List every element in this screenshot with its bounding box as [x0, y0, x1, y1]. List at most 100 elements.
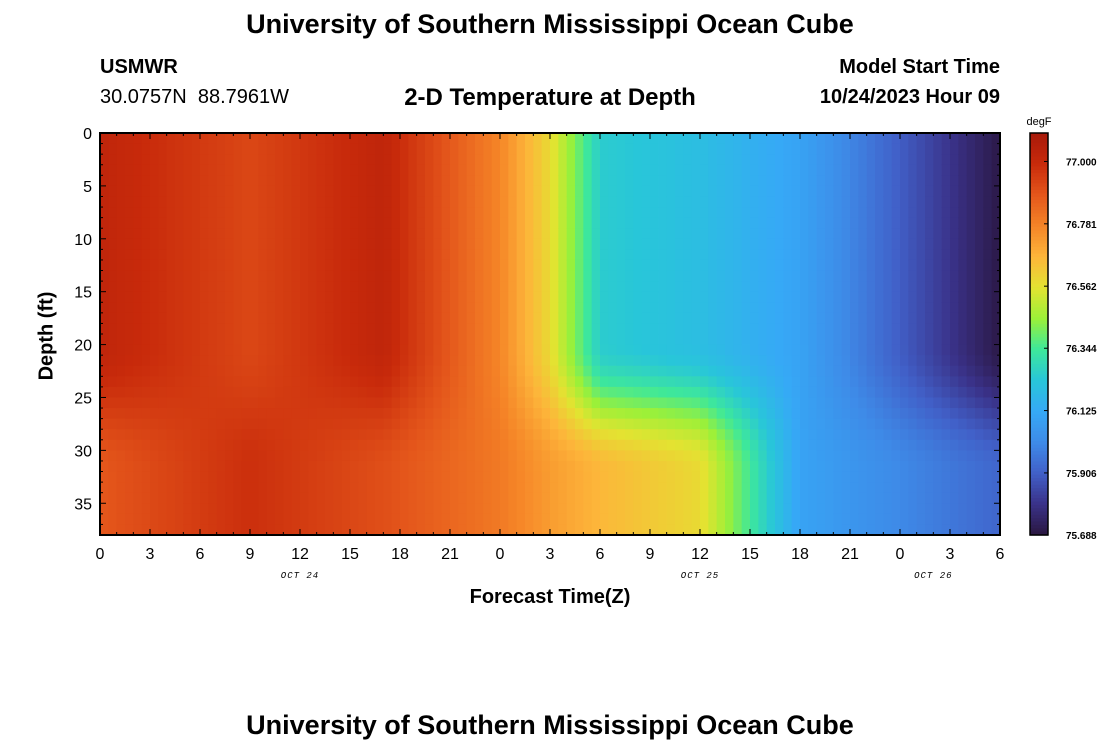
heatmap-cell [900, 196, 909, 208]
heatmap-cell [625, 450, 634, 462]
heatmap-cell [950, 302, 959, 314]
heatmap-cell [675, 217, 684, 229]
heatmap-cell [291, 207, 301, 219]
heatmap-cell [675, 302, 684, 314]
colorbar-swatch [1030, 236, 1048, 241]
heatmap-cell [408, 259, 418, 272]
heatmap-cell [491, 408, 501, 420]
heatmap-cell [191, 175, 201, 187]
heatmap-cell [925, 334, 934, 346]
heatmap-cell [991, 344, 1001, 356]
heatmap-cell [416, 503, 426, 515]
heatmap-cell [575, 133, 584, 145]
heatmap-cell [641, 439, 651, 451]
heatmap-cell [291, 513, 301, 526]
heatmap-cell [350, 196, 359, 208]
colorbar-swatch [1030, 193, 1048, 198]
heatmap-cell [933, 291, 943, 303]
heatmap-cell [216, 217, 226, 229]
heatmap-cell [383, 164, 393, 176]
heatmap-cell [858, 312, 868, 325]
heatmap-cell [916, 524, 926, 536]
heatmap-cell [725, 143, 734, 155]
heatmap-cell [900, 524, 909, 536]
heatmap-cell [341, 397, 351, 409]
heatmap-cell [225, 334, 234, 346]
heatmap-cell [741, 259, 751, 272]
heatmap-cell [566, 259, 576, 272]
heatmap-cell [175, 365, 184, 377]
heatmap-cell [891, 302, 901, 314]
heatmap-cell [833, 238, 843, 250]
heatmap-cell [550, 365, 559, 377]
heatmap-cell [633, 185, 643, 198]
heatmap-cell [725, 291, 734, 303]
heatmap-cell [208, 397, 218, 409]
heatmap-cell [625, 386, 634, 399]
heatmap-cell [183, 408, 193, 420]
heatmap-cell [625, 259, 634, 272]
heatmap-cell [733, 259, 743, 272]
heatmap-cell [191, 482, 201, 494]
heatmap-cell [816, 482, 826, 494]
heatmap-cell [925, 450, 934, 462]
heatmap-cell [725, 196, 734, 208]
heatmap-cell [858, 259, 868, 272]
heatmap-cell [325, 397, 334, 409]
heatmap-cell [225, 386, 234, 399]
heatmap-cell [150, 270, 159, 282]
heatmap-cell [816, 376, 826, 388]
heatmap-cell [816, 418, 826, 430]
heatmap-cell [325, 249, 334, 261]
heatmap-cell [141, 460, 151, 473]
heatmap-cell [358, 460, 368, 473]
heatmap-cell [216, 482, 226, 494]
heatmap-cell [575, 175, 584, 187]
heatmap-cell [933, 418, 943, 430]
heatmap-cell [233, 228, 243, 240]
heatmap-cell [758, 482, 768, 494]
heatmap-cell [258, 249, 268, 261]
heatmap-cell [466, 439, 476, 451]
heatmap-cell [708, 291, 718, 303]
heatmap-cell [816, 270, 826, 282]
heatmap-cell [316, 471, 326, 483]
heatmap-cell [591, 376, 601, 388]
heatmap-cell [175, 302, 184, 314]
heatmap-cell [875, 312, 884, 325]
heatmap-cell [116, 154, 126, 166]
heatmap-cell [391, 259, 401, 272]
heatmap-cell [950, 228, 959, 240]
heatmap-cell [258, 302, 268, 314]
heatmap-cell [450, 270, 459, 282]
heatmap-cell [108, 492, 118, 504]
heatmap-cell [883, 471, 893, 483]
heatmap-cell [608, 302, 618, 314]
heatmap-cell [250, 524, 259, 536]
heatmap-cell [208, 291, 218, 303]
heatmap-cell [200, 196, 209, 208]
heatmap-cell [291, 259, 301, 272]
heatmap-cell [475, 175, 484, 187]
heatmap-cell [533, 154, 543, 166]
heatmap-cell [341, 143, 351, 155]
heatmap-cell [533, 323, 543, 335]
heatmap-cell [458, 524, 468, 536]
heatmap-cell [150, 143, 159, 155]
heatmap-cell [900, 418, 909, 430]
heatmap-cell [191, 355, 201, 367]
heatmap-cell [508, 133, 518, 145]
heatmap-cell [625, 228, 634, 240]
heatmap-cell [133, 196, 143, 208]
heatmap-cell [166, 281, 176, 293]
heatmap-cell [466, 344, 476, 356]
colorbar-label: 77.000 [1066, 157, 1097, 168]
heatmap-cell [208, 238, 218, 250]
heatmap-cell [483, 312, 493, 325]
heatmap-cell [908, 513, 918, 526]
heatmap-cell [791, 397, 801, 409]
heatmap-cell [616, 450, 626, 462]
heatmap-cell [458, 408, 468, 420]
heatmap-cell [566, 143, 576, 155]
heatmap-cell [291, 154, 301, 166]
